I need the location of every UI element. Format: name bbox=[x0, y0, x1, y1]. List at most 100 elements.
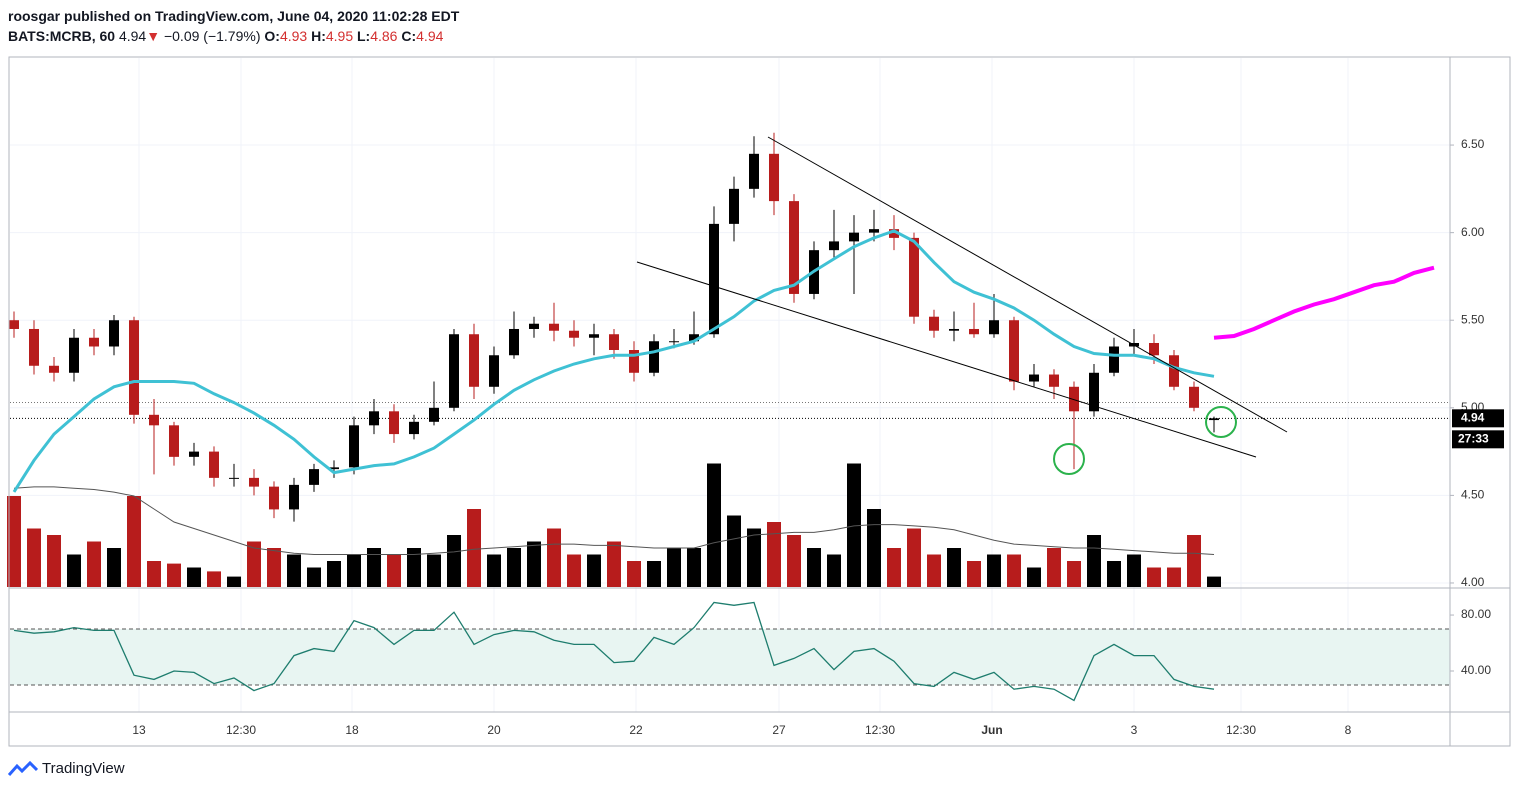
candle-body bbox=[369, 411, 379, 426]
candle-body bbox=[409, 421, 419, 435]
volume-bar bbox=[467, 509, 481, 587]
volume-bar bbox=[127, 496, 141, 587]
c: 4.94 bbox=[416, 28, 444, 44]
volume-bar bbox=[1167, 567, 1181, 587]
volume-bar bbox=[1027, 567, 1041, 587]
candle-body bbox=[149, 414, 159, 426]
candle-body bbox=[969, 328, 979, 335]
candle-body bbox=[669, 341, 679, 343]
candle-body bbox=[489, 355, 499, 387]
l-label: L: bbox=[357, 28, 371, 44]
volume-bar bbox=[427, 554, 441, 587]
volume-bar bbox=[607, 541, 621, 587]
candle-body bbox=[49, 365, 59, 373]
volume-bar bbox=[327, 561, 341, 587]
candle-body bbox=[69, 337, 79, 373]
header-line-2: BATS:MCRB, 60 4.94▼ −0.09 (−1.79%) O:4.9… bbox=[8, 26, 459, 46]
candle-body bbox=[109, 320, 119, 347]
volume-bar bbox=[1207, 576, 1221, 587]
x-tick-label: 13 bbox=[132, 723, 146, 737]
o-label: O: bbox=[264, 28, 280, 44]
volume-bar bbox=[727, 515, 741, 587]
x-tick-label: 3 bbox=[1131, 723, 1138, 737]
volume-bar bbox=[927, 554, 941, 587]
candle-body bbox=[1209, 418, 1219, 421]
volume-bar bbox=[1087, 535, 1101, 587]
candle-body bbox=[309, 469, 319, 485]
x-tick-label: 22 bbox=[629, 723, 643, 737]
candle-body bbox=[1129, 342, 1139, 347]
volume-bar bbox=[367, 548, 381, 587]
o: 4.93 bbox=[279, 28, 308, 44]
x-tick-label: 12:30 bbox=[865, 723, 895, 737]
candle-body bbox=[1169, 355, 1179, 387]
candle-body bbox=[929, 316, 939, 331]
candle-body bbox=[289, 484, 299, 510]
volume-bar bbox=[567, 554, 581, 587]
volume-bar bbox=[447, 535, 461, 587]
x-tick-label: 20 bbox=[487, 723, 501, 737]
candle-body bbox=[529, 323, 539, 329]
candle-body bbox=[449, 334, 459, 408]
candle-body bbox=[129, 320, 139, 415]
candle-body bbox=[1089, 372, 1099, 412]
footer: TradingView bbox=[8, 760, 125, 777]
h-label: H: bbox=[311, 28, 326, 44]
volume-bar bbox=[1047, 548, 1061, 587]
volume-bar bbox=[647, 561, 661, 587]
volume-bar bbox=[87, 541, 101, 587]
candle-body bbox=[1049, 374, 1059, 387]
arrow: ▼ bbox=[146, 28, 161, 44]
volume-bar bbox=[267, 548, 281, 587]
volume-bar bbox=[67, 554, 81, 587]
volume-bar bbox=[507, 548, 521, 587]
volume-bar bbox=[767, 522, 781, 587]
volume-bar bbox=[1187, 535, 1201, 587]
candle-body bbox=[609, 334, 619, 351]
volume-bar bbox=[807, 548, 821, 587]
volume-bar bbox=[47, 535, 61, 587]
volume-bar bbox=[1067, 561, 1081, 587]
candle-body bbox=[389, 411, 399, 435]
candle-body bbox=[869, 229, 879, 233]
volume-bar bbox=[187, 567, 201, 587]
change: −0.09 (−1.79%) bbox=[163, 28, 261, 44]
candle-body bbox=[1069, 386, 1079, 412]
volume-bar bbox=[587, 554, 601, 587]
volume-bar bbox=[667, 548, 681, 587]
volume-bar bbox=[207, 571, 221, 587]
countdown-label: 27:33 bbox=[1458, 431, 1489, 445]
y-tick-label: 6.00 bbox=[1461, 225, 1485, 239]
volume-bar bbox=[1007, 554, 1021, 587]
volume-bar bbox=[307, 567, 321, 587]
volume-bar bbox=[747, 528, 761, 587]
brand: TradingView bbox=[42, 760, 125, 777]
logo-icon bbox=[8, 760, 38, 776]
volume-bar bbox=[1147, 567, 1161, 587]
volume-bar bbox=[347, 554, 361, 587]
volume-bar bbox=[967, 561, 981, 587]
volume-bar bbox=[287, 554, 301, 587]
volume-bar bbox=[867, 509, 881, 587]
author: roosgar published on TradingView.com, Ju… bbox=[8, 8, 460, 24]
y-tick-label: 4.50 bbox=[1461, 488, 1485, 502]
h: 4.95 bbox=[325, 28, 354, 44]
candle-body bbox=[789, 201, 799, 294]
candle-body bbox=[649, 341, 659, 373]
volume-bar bbox=[987, 554, 1001, 587]
candle-body bbox=[949, 328, 959, 331]
volume-bar bbox=[687, 548, 701, 587]
candle-body bbox=[29, 328, 39, 366]
candle-body bbox=[509, 328, 519, 356]
volume-bar bbox=[1107, 561, 1121, 587]
volume-bar bbox=[947, 548, 961, 587]
candle-body bbox=[1149, 342, 1159, 356]
candle-body bbox=[209, 451, 219, 478]
volume-bar bbox=[147, 561, 161, 587]
y-tick-label: 5.50 bbox=[1461, 312, 1485, 326]
rsi-y-tick-label: 40.00 bbox=[1461, 663, 1491, 677]
candle-body bbox=[169, 425, 179, 457]
candle-body bbox=[849, 232, 859, 242]
header: roosgar published on TradingView.com, Ju… bbox=[8, 6, 459, 46]
